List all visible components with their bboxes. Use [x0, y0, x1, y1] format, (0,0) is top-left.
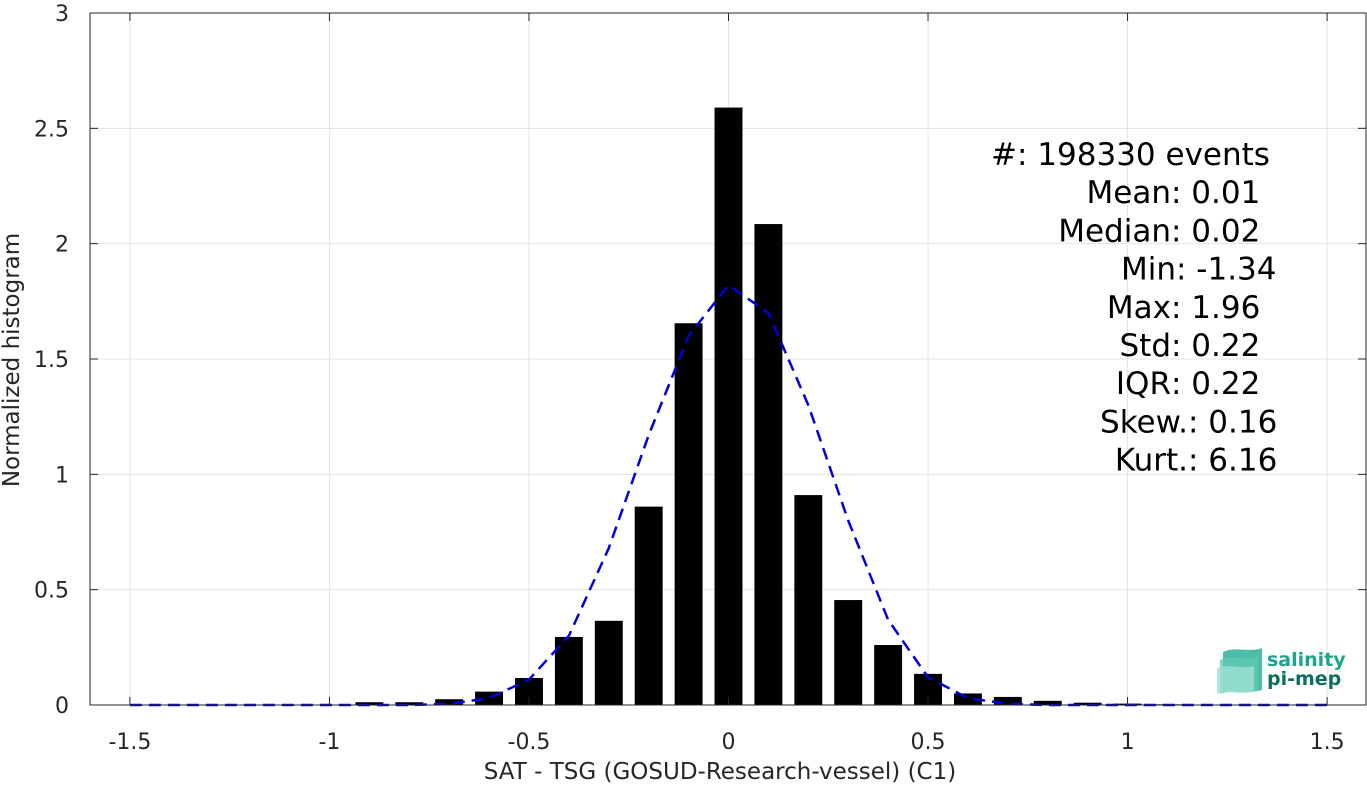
logo-line2: pi-mep: [1267, 668, 1341, 690]
x-tick-label-0: -1.5: [108, 730, 151, 755]
y-tick-label-6: 3: [55, 2, 69, 27]
bar-10: [554, 636, 583, 705]
bar-15: [754, 224, 783, 705]
stat-value-4: : 1.96: [1171, 290, 1260, 326]
bar-12: [634, 506, 663, 705]
stat-value-0: : 198330 events: [1017, 137, 1270, 173]
bar-17: [834, 600, 863, 705]
stat-label-8: Kurt.: [1115, 443, 1188, 479]
x-tick-label-1: -1: [318, 730, 340, 755]
bar-18: [874, 645, 903, 705]
bar-14: [714, 107, 743, 705]
bar-13: [674, 323, 703, 705]
stat-label-5: Std: [1119, 328, 1171, 364]
stat-label-4: Max: [1107, 290, 1171, 326]
salinity-pi-mep-logo: salinity pi-mep: [1217, 648, 1346, 694]
y-tick-label-4: 2: [55, 233, 69, 258]
x-axis-label: SAT - TSG (GOSUD-Research-vessel) (C1): [484, 759, 956, 785]
y-tick-label-0: 0: [55, 694, 69, 719]
stat-value-2: : 0.02: [1171, 213, 1260, 249]
x-tick-label-5: 1: [1121, 730, 1135, 755]
x-tick-label-6: 1.5: [1310, 730, 1345, 755]
stat-label-0: #: [991, 137, 1017, 173]
stat-label-3: Min: [1121, 252, 1176, 288]
stat-value-3: : -1.34: [1176, 252, 1277, 288]
stat-value-1: : 0.01: [1171, 175, 1260, 211]
y-axis-label: Normalized histogram: [0, 233, 25, 487]
stat-label-6: IQR: [1116, 366, 1171, 402]
x-tick-label-4: 0.5: [911, 730, 946, 755]
bar-5: [355, 702, 384, 705]
x-tick-label-2: -0.5: [508, 730, 551, 755]
stat-value-5: : 0.22: [1171, 328, 1260, 364]
bar-16: [794, 495, 823, 705]
bar-22: [1033, 700, 1062, 705]
stat-value-6: : 0.22: [1171, 366, 1260, 402]
y-tick-label-3: 1.5: [34, 348, 69, 373]
y-tick-label-5: 2.5: [34, 117, 69, 142]
histogram-bars: [315, 107, 1342, 705]
stat-value-8: : 6.16: [1188, 443, 1277, 479]
stat-value-7: : 0.16: [1188, 404, 1277, 440]
x-axis-ticks: -1.5 -1 -0.5 0 0.5 1 1.5: [108, 13, 1345, 755]
stat-label-7: Skew.: [1100, 404, 1188, 440]
y-axis-ticks: 0 0.5 1 1.5 2 2.5 3: [34, 2, 1366, 719]
bar-21: [993, 696, 1022, 705]
bar-20: [953, 693, 982, 705]
y-tick-label-1: 0.5: [34, 579, 69, 604]
bar-6: [395, 702, 424, 705]
stat-label-2: Median: [1058, 213, 1171, 249]
bar-7: [435, 699, 464, 705]
logo-line1: salinity: [1267, 649, 1346, 671]
stat-label-1: Mean: [1087, 175, 1171, 211]
y-tick-label-2: 1: [55, 463, 69, 488]
x-tick-label-3: 0: [722, 730, 736, 755]
logo-wave-icon: [1217, 648, 1262, 694]
bar-11: [594, 620, 623, 705]
